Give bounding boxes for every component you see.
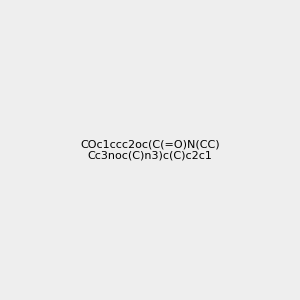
Text: COc1ccc2oc(C(=O)N(CC)
Cc3noc(C)n3)c(C)c2c1: COc1ccc2oc(C(=O)N(CC) Cc3noc(C)n3)c(C)c2… xyxy=(80,139,220,161)
